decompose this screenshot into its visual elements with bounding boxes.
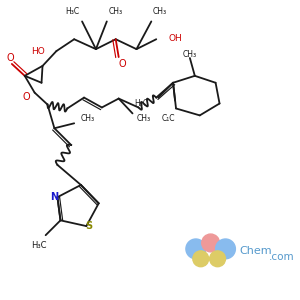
Text: C₁C: C₁C xyxy=(161,114,175,123)
Text: N: N xyxy=(50,192,59,202)
Text: H₃C: H₃C xyxy=(65,7,79,16)
Circle shape xyxy=(202,234,220,252)
Text: CH₃: CH₃ xyxy=(136,114,151,123)
Circle shape xyxy=(186,239,206,259)
Text: S: S xyxy=(86,221,93,231)
Text: H₃C: H₃C xyxy=(134,99,148,108)
Text: O: O xyxy=(6,53,14,63)
Text: Chem: Chem xyxy=(239,246,272,256)
Text: H₃C: H₃C xyxy=(31,241,46,250)
Text: HO: HO xyxy=(31,46,44,56)
Text: CH₃: CH₃ xyxy=(152,7,167,16)
Text: CH₃: CH₃ xyxy=(183,50,197,58)
Text: OH: OH xyxy=(168,34,182,43)
Text: CH₃: CH₃ xyxy=(81,114,95,123)
Text: .com: .com xyxy=(269,252,295,262)
Text: O: O xyxy=(22,92,30,102)
Text: O: O xyxy=(119,59,126,69)
Circle shape xyxy=(210,251,226,267)
Circle shape xyxy=(193,251,209,267)
Circle shape xyxy=(216,239,236,259)
Text: CH₃: CH₃ xyxy=(109,7,123,16)
